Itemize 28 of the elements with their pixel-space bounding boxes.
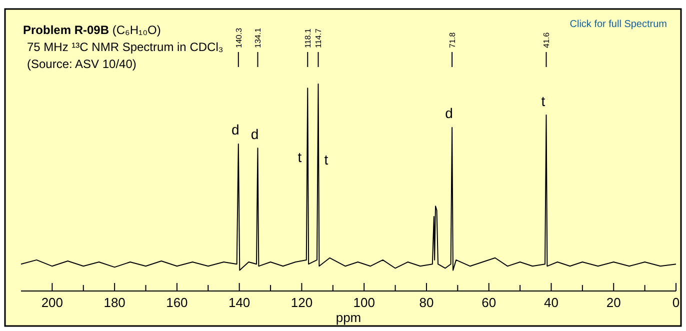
x-tick-label: 140 [228, 295, 250, 310]
annotation: t [541, 92, 546, 109]
chart-subtitle: 75 MHz ¹³C NMR Spectrum in CDCl₃ [27, 40, 224, 54]
x-tick-label: 160 [166, 295, 188, 310]
x-tick-label: 100 [353, 295, 375, 310]
annotation: 114.7 [314, 28, 324, 48]
x-axis-title: ppm [336, 310, 362, 325]
x-tick-label: 40 [544, 295, 558, 310]
x-tick-label: 60 [482, 295, 496, 310]
annotation: t [324, 151, 328, 168]
annotation: 71.8 [448, 32, 458, 48]
x-tick-label: 80 [419, 295, 434, 310]
text: Click for full Spectrum [570, 19, 667, 30]
annotation: d [232, 122, 240, 138]
chart-title: Problem R-09B (C₆H₁₀O) [23, 23, 161, 37]
x-tick-label: 180 [104, 295, 126, 310]
annotation: 134.1 [254, 27, 263, 48]
x-tick-label: 20 [606, 295, 621, 310]
annotation: 140.3 [234, 27, 244, 48]
annotation: d [250, 126, 259, 142]
x-tick-label: 200 [41, 295, 64, 310]
annotation: 41.6 [542, 32, 552, 48]
x-tick-label: 120 [290, 295, 313, 310]
annotation: t [298, 149, 302, 166]
text: (Source: ASV 10/40) [27, 57, 136, 71]
x-tick-label: 0 [672, 295, 680, 310]
annotation: d [445, 105, 453, 122]
annotation: 118.1 [304, 28, 313, 48]
